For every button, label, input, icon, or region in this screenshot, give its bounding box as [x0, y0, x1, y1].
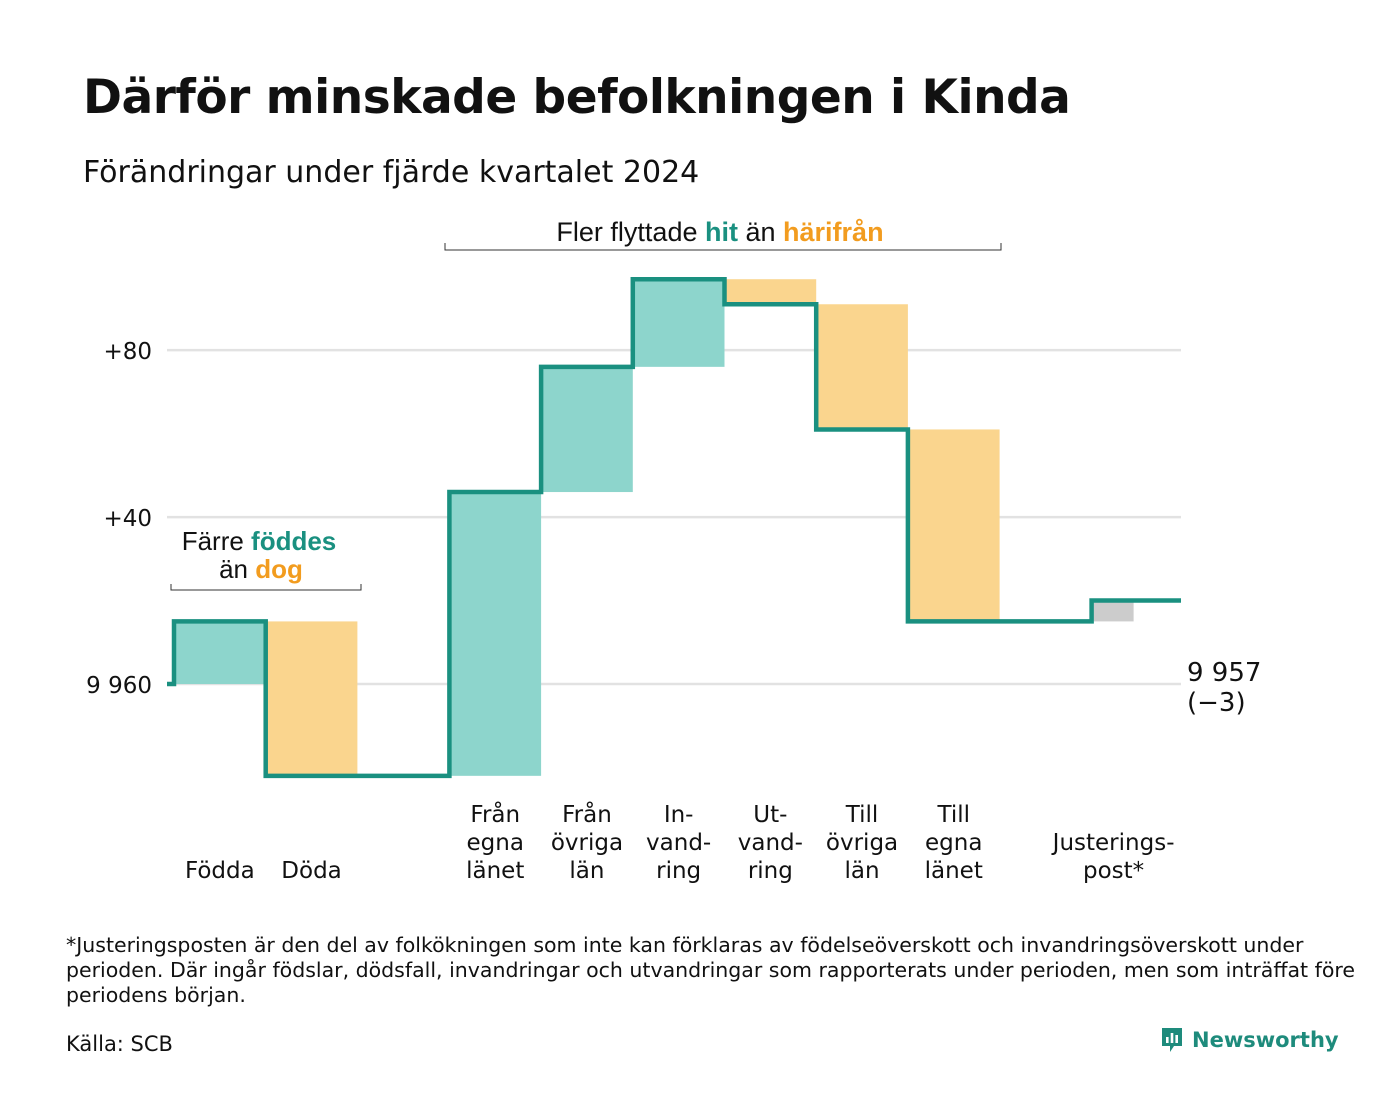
migration-highlight-out: härifrån — [783, 217, 884, 247]
end-change: (−3) — [1187, 688, 1246, 718]
bar-outflow — [816, 304, 908, 430]
births-annotation: Färre föddes än dog — [170, 526, 362, 591]
bar-inflow — [632, 279, 725, 367]
cumulative-step-line — [167, 276, 1181, 779]
x-category-label: Födda — [185, 858, 255, 884]
births-bracket — [170, 584, 362, 591]
x-category-label: Till övriga län — [826, 802, 898, 884]
bar-outflow — [907, 429, 1000, 622]
brand-name: Newsworthy — [1192, 1028, 1339, 1052]
chart-title: Därför minskade befolkningen i Kinda — [83, 70, 1071, 125]
waterfall-chart: 9 960 +40 +80 Födda Döda Från egna länet Från öv… — [86, 217, 1261, 884]
svg-text:Färre föddes: Färre föddes — [182, 526, 337, 556]
migration-annotation: Fler flyttade hit än härifrån — [444, 217, 1002, 251]
deaths-annotation-text: än — [219, 554, 255, 584]
chart-subtitle: Förändringar under fjärde kvartalet 2024 — [83, 155, 700, 190]
x-category-label: Till egna länet — [925, 802, 983, 884]
x-category-label: Justerings-post* — [1051, 830, 1175, 884]
bar-outflow — [724, 279, 817, 305]
svg-text:Fler flyttade hit än härifrån: Fler flyttade hit än härifrån — [556, 217, 883, 247]
migration-annotation-text: Fler flyttade — [556, 217, 705, 247]
x-category-label: Döda — [281, 858, 341, 884]
end-value: 9 957 — [1187, 658, 1261, 688]
births-highlight: föddes — [251, 526, 336, 556]
x-category-label: Ut-vand-ring — [738, 802, 803, 884]
end-label: 9 957 (−3) — [1187, 658, 1261, 718]
brand-logo: Newsworthy — [1160, 1026, 1339, 1054]
x-category-label: Från övriga län — [551, 800, 623, 884]
bar-inflow — [541, 366, 633, 493]
births-annotation-text: Färre — [182, 526, 251, 556]
x-category-label: Från egna länet — [466, 800, 524, 884]
newsworthy-icon — [1162, 1028, 1182, 1052]
svg-text:än dog: än dog — [219, 554, 303, 584]
y-tick-label: +80 — [103, 339, 152, 365]
y-tick-label: 9 960 — [86, 673, 152, 699]
bar-inflow — [174, 621, 266, 685]
bar-outflow — [265, 621, 358, 776]
y-tick-label: +40 — [103, 506, 152, 532]
migration-highlight-in: hit — [705, 217, 738, 247]
deaths-highlight: dog — [255, 554, 303, 584]
footnote: *Justeringsposten är den del av folkökni… — [66, 933, 1355, 1007]
migration-bracket — [444, 243, 1002, 251]
bar-inflow — [449, 492, 542, 776]
x-category-label: In-vand-ring — [646, 802, 711, 884]
bar-adjustment — [1093, 600, 1134, 622]
source-note: Källa: SCB — [66, 1032, 173, 1056]
